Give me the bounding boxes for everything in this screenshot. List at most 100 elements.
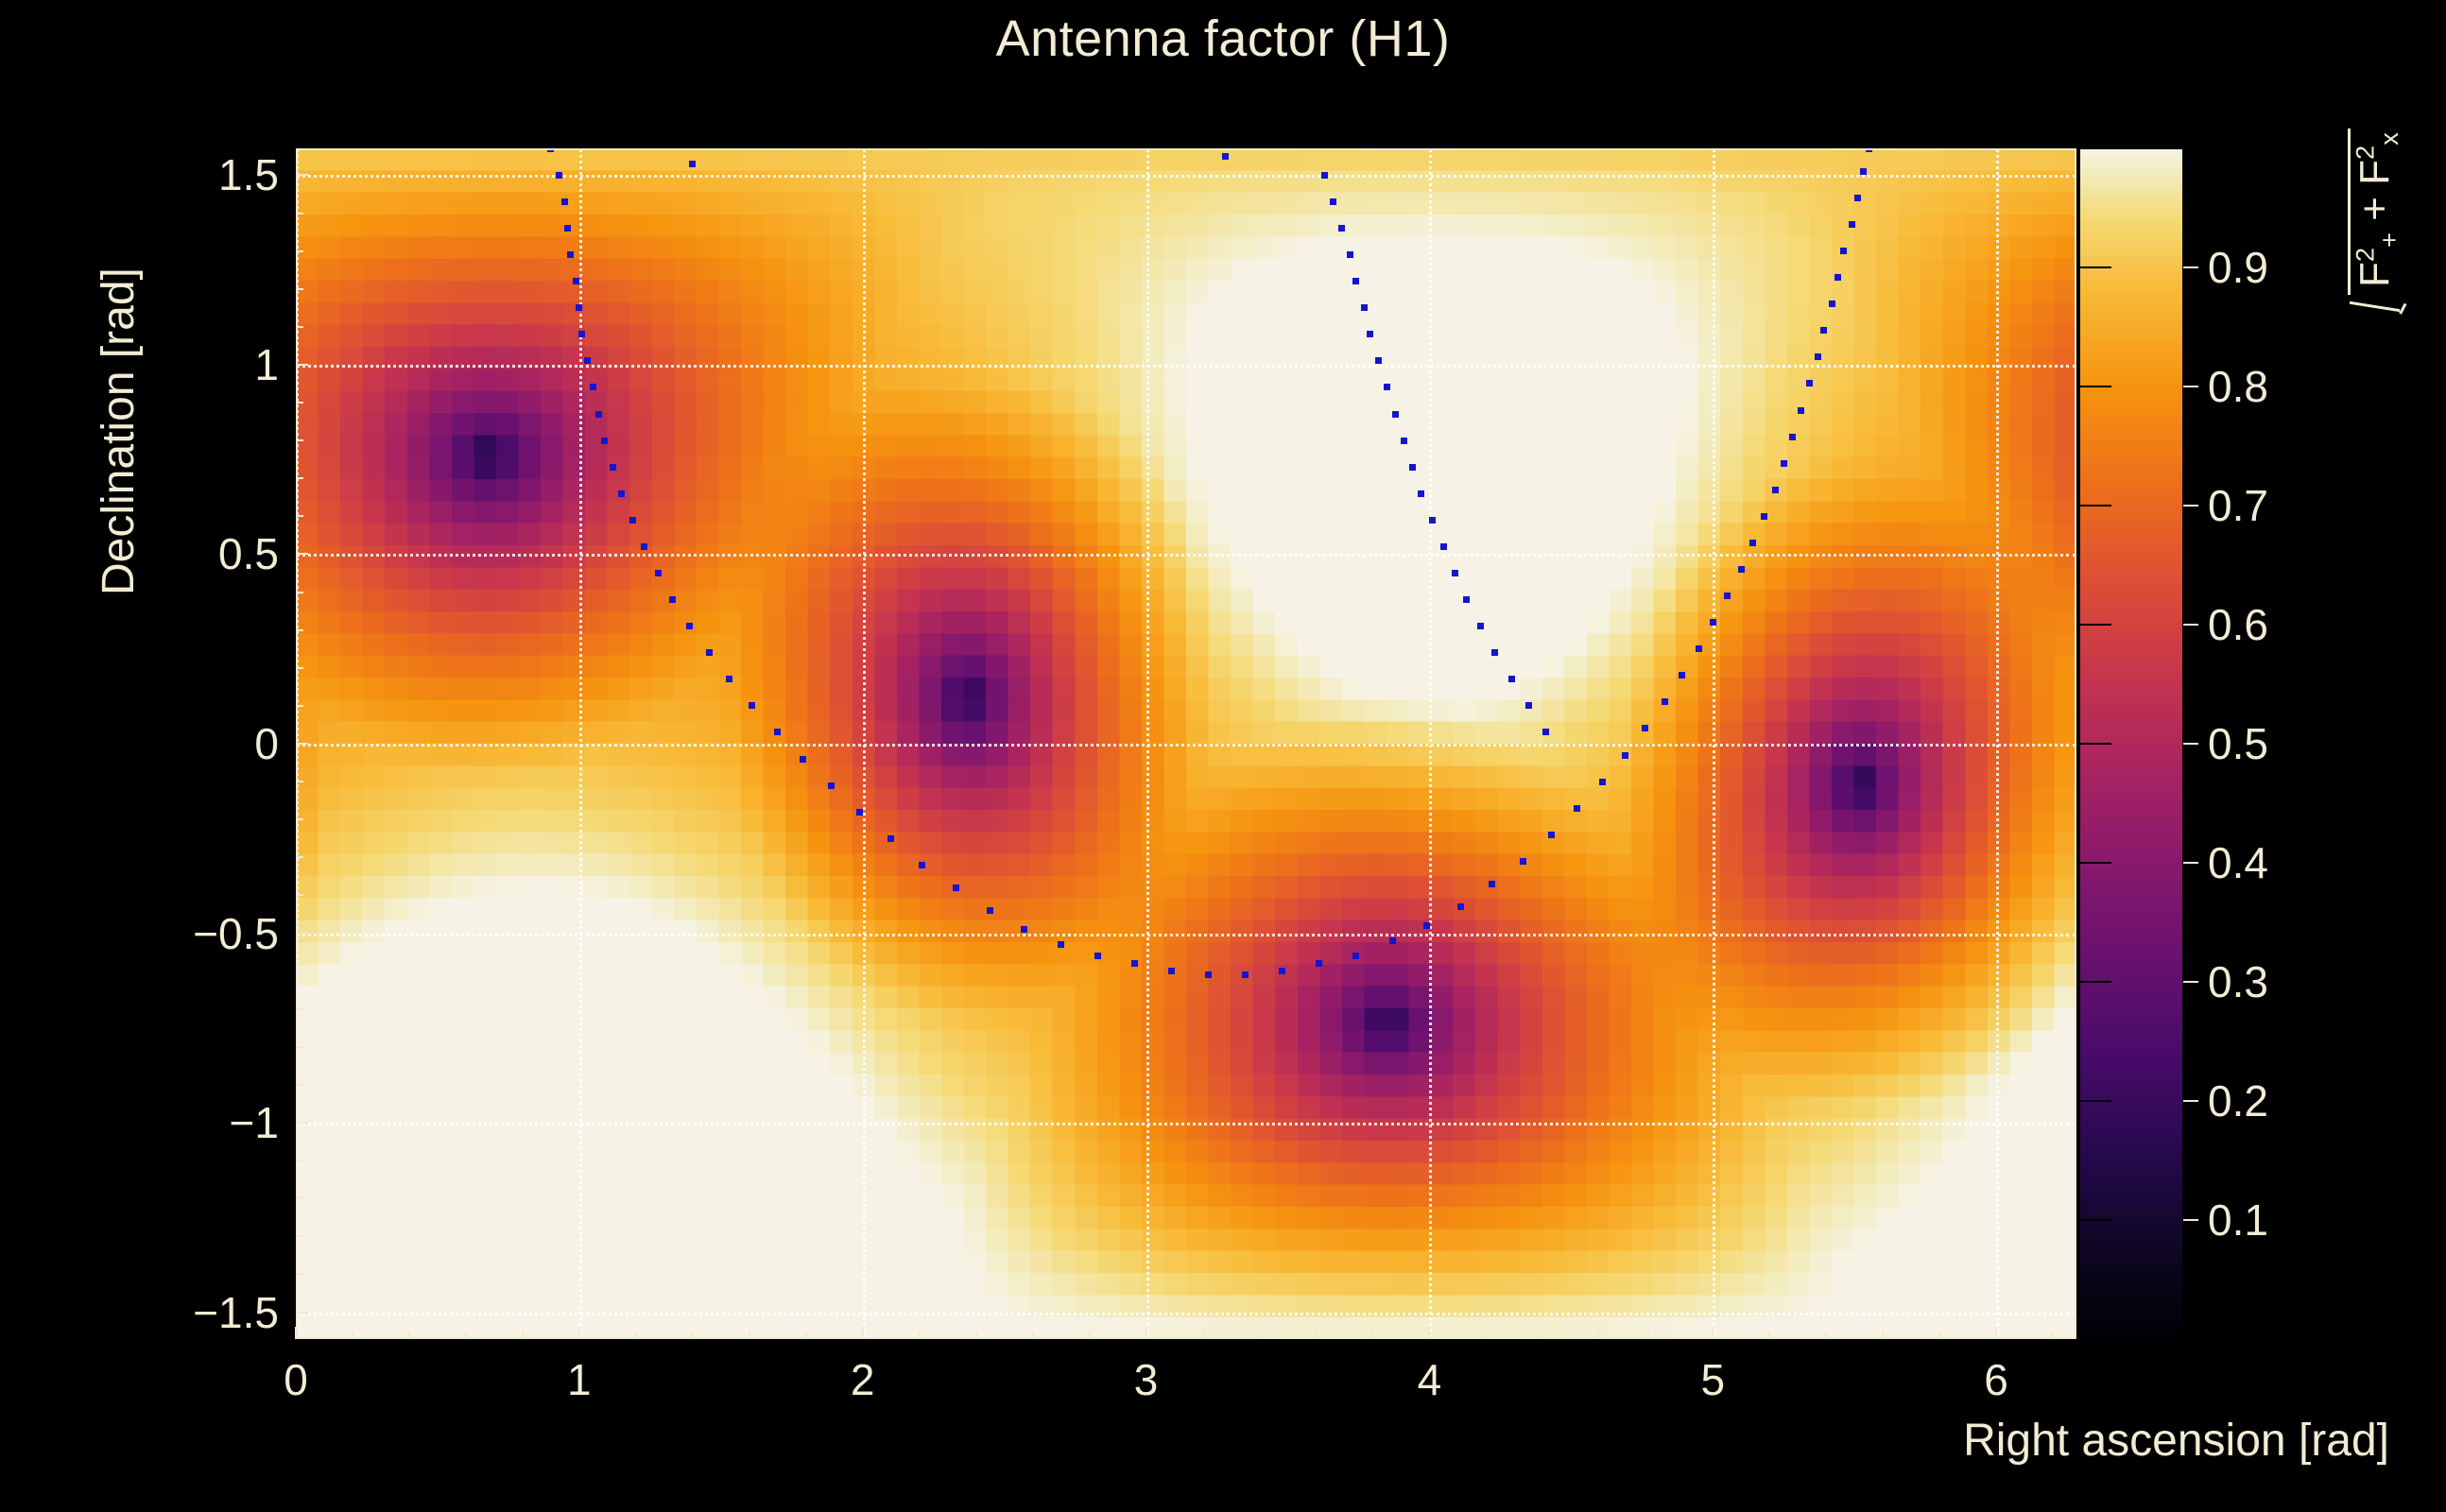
y-tick-label: 0.5 bbox=[218, 529, 279, 579]
curve-point bbox=[1621, 751, 1628, 759]
curve-point bbox=[1524, 702, 1532, 710]
x-tick-label: 1 bbox=[567, 1355, 592, 1404]
curve-point bbox=[1490, 649, 1498, 657]
y-minor-tick bbox=[296, 477, 303, 480]
colorbar-tick-label: 0.3 bbox=[2208, 957, 2268, 1006]
x-tick-mark bbox=[1995, 1327, 1998, 1339]
curve-point bbox=[749, 702, 756, 710]
x-minor-tick bbox=[974, 1332, 977, 1339]
curve-point bbox=[1131, 960, 1139, 968]
x-tick-label: 4 bbox=[1417, 1355, 1442, 1404]
curve-point bbox=[576, 304, 583, 312]
colorbar-tick-outer bbox=[2183, 266, 2198, 268]
curve-point bbox=[1278, 968, 1285, 975]
curve-point bbox=[1598, 778, 1606, 785]
x-minor-tick bbox=[1485, 1332, 1488, 1339]
curve-point bbox=[1408, 463, 1416, 471]
curve-point bbox=[1814, 353, 1821, 361]
x-minor-tick bbox=[1655, 1332, 1658, 1339]
curve-point bbox=[1388, 937, 1396, 945]
curve-point bbox=[669, 596, 677, 604]
curve-point bbox=[590, 384, 597, 391]
colorbar-tick-outer bbox=[2183, 624, 2198, 626]
y-minor-tick bbox=[296, 439, 303, 442]
curve-point bbox=[1695, 645, 1702, 653]
x-minor-tick bbox=[521, 1332, 524, 1339]
curve-point bbox=[1723, 593, 1731, 600]
curve-point bbox=[561, 198, 569, 205]
curve-point bbox=[1329, 198, 1336, 205]
curve-point bbox=[567, 251, 575, 259]
curve-point bbox=[578, 331, 586, 338]
y-minor-tick bbox=[296, 818, 303, 821]
y-minor-tick bbox=[296, 325, 303, 328]
curve-point bbox=[584, 357, 592, 365]
curve-point bbox=[1488, 880, 1495, 887]
x-tick-mark bbox=[1712, 1327, 1714, 1339]
curve-point bbox=[1780, 459, 1787, 467]
page-title: Antenna factor (H1) bbox=[995, 10, 1451, 67]
curve-point bbox=[1547, 831, 1555, 838]
x-minor-tick bbox=[1768, 1332, 1771, 1339]
y-minor-tick bbox=[296, 894, 303, 897]
colorbar-tick-label: 0.5 bbox=[2208, 719, 2268, 768]
colorbar-tick-label: 0.1 bbox=[2208, 1195, 2268, 1245]
y-minor-tick bbox=[296, 1045, 303, 1048]
y-tick-mark bbox=[296, 553, 308, 556]
x-minor-tick bbox=[1088, 1332, 1091, 1339]
x-tick-mark bbox=[1145, 1327, 1147, 1339]
x-minor-tick bbox=[1938, 1332, 1941, 1339]
curve-point bbox=[1058, 941, 1065, 949]
curve-point bbox=[1374, 357, 1382, 365]
y-minor-tick bbox=[296, 1197, 303, 1200]
x-minor-tick bbox=[1542, 1332, 1544, 1339]
curve-point bbox=[1788, 433, 1796, 440]
curve-point bbox=[1848, 221, 1855, 229]
y-minor-tick bbox=[296, 1083, 303, 1086]
x-minor-tick bbox=[464, 1332, 467, 1339]
curve-point bbox=[1859, 167, 1867, 175]
curve-point bbox=[987, 906, 994, 914]
curve-point bbox=[1400, 437, 1407, 444]
curve-point bbox=[1360, 304, 1368, 312]
curve-point bbox=[1417, 490, 1424, 497]
curve-point bbox=[610, 463, 617, 471]
curve-point bbox=[774, 729, 782, 736]
x-minor-tick bbox=[691, 1332, 694, 1339]
curve-point bbox=[1760, 512, 1767, 520]
curve-point bbox=[1315, 960, 1322, 968]
heatmap-surface bbox=[296, 148, 2076, 1339]
curve-point bbox=[1168, 968, 1176, 975]
colorbar-title: F2+ + F2x bbox=[2344, 129, 2407, 315]
y-tick-mark bbox=[296, 1122, 308, 1125]
curve-point bbox=[1462, 596, 1470, 604]
y-tick-mark bbox=[296, 743, 308, 745]
curve-point bbox=[1748, 539, 1756, 546]
y-minor-tick bbox=[296, 1007, 303, 1010]
curve-point bbox=[1352, 278, 1359, 285]
curve-point bbox=[1819, 327, 1827, 335]
curve-point bbox=[1865, 148, 1872, 152]
y-tick-label: 1 bbox=[254, 339, 279, 389]
x-minor-tick bbox=[1031, 1332, 1034, 1339]
y-minor-tick bbox=[296, 1235, 303, 1238]
curve-point bbox=[856, 808, 864, 816]
y-minor-tick bbox=[296, 970, 303, 972]
curve-point bbox=[1422, 922, 1430, 929]
y-tick-mark bbox=[296, 363, 308, 366]
y-minor-tick bbox=[296, 249, 303, 252]
colorbar-tick-outer bbox=[2183, 386, 2198, 387]
curve-point bbox=[601, 437, 609, 444]
x-axis-title: Right ascension [rad] bbox=[1963, 1416, 2389, 1466]
x-minor-tick bbox=[918, 1332, 921, 1339]
curve-point bbox=[800, 755, 807, 763]
curve-point bbox=[1366, 331, 1373, 338]
x-minor-tick bbox=[351, 1332, 353, 1339]
colorbar-tick-mark bbox=[2079, 743, 2111, 745]
curve-point bbox=[1797, 406, 1804, 414]
curve-point bbox=[573, 278, 580, 285]
x-minor-tick bbox=[2052, 1332, 2055, 1339]
y-minor-tick bbox=[296, 1160, 303, 1162]
curve-point bbox=[919, 861, 926, 868]
colorbar-tick-mark bbox=[2079, 981, 2111, 983]
